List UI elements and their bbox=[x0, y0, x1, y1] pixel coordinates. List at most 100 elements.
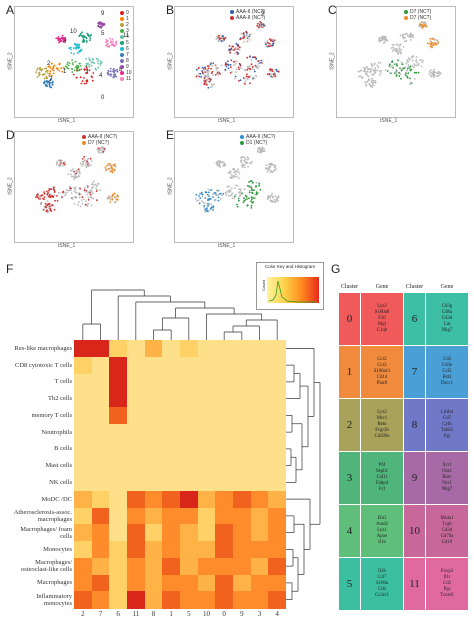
cell-point bbox=[256, 149, 259, 151]
cell-point bbox=[86, 68, 89, 71]
cell-point bbox=[230, 187, 233, 189]
cell-point bbox=[269, 39, 272, 42]
heatmap-cell bbox=[250, 340, 269, 358]
cell-point bbox=[408, 34, 411, 36]
heatmap-cell bbox=[144, 457, 163, 475]
cluster-number-label: 4 bbox=[99, 73, 103, 79]
cell-point bbox=[80, 199, 83, 201]
cell-point bbox=[248, 181, 250, 183]
cell-point bbox=[79, 76, 82, 79]
heatmap-cell bbox=[91, 591, 110, 609]
cell-point bbox=[262, 23, 265, 25]
legend-e-entry-2: D1 (NC?) bbox=[240, 140, 275, 146]
legend-a-entry: 2 bbox=[120, 22, 132, 28]
cell-point bbox=[235, 68, 238, 71]
cell-point bbox=[50, 188, 53, 190]
cell-point bbox=[114, 44, 116, 47]
cell-point bbox=[88, 190, 91, 192]
panel-label-b: B bbox=[166, 3, 175, 17]
heatmap-row-label: Res-like macrophages bbox=[14, 344, 72, 352]
cell-point bbox=[78, 196, 81, 199]
cell-point bbox=[53, 186, 55, 188]
cell-point bbox=[66, 67, 69, 70]
cell-point bbox=[210, 83, 213, 86]
cell-point bbox=[233, 195, 236, 198]
cluster-number: 5 bbox=[338, 556, 361, 611]
cell-point bbox=[395, 63, 398, 66]
cell-point bbox=[85, 190, 87, 193]
cell-point bbox=[208, 191, 210, 194]
cluster-gene-table: Cluster Gene Cluster Gene 0 Lyz2 S100a8 F… bbox=[338, 282, 469, 611]
cell-point bbox=[370, 63, 373, 66]
cell-point bbox=[255, 75, 258, 78]
cell-point bbox=[411, 65, 414, 67]
heatmap-cell bbox=[180, 490, 199, 508]
cell-point bbox=[272, 75, 274, 78]
cell-point bbox=[234, 187, 236, 190]
cluster-number: 6 bbox=[403, 291, 426, 346]
cell-point bbox=[405, 32, 408, 35]
panel-label-e: E bbox=[166, 128, 175, 142]
cell-point bbox=[106, 42, 109, 45]
cell-point bbox=[371, 84, 374, 87]
heatmap-cell bbox=[109, 524, 128, 542]
cell-point bbox=[407, 64, 410, 66]
cell-point bbox=[111, 193, 114, 196]
cell-point bbox=[415, 56, 418, 58]
heatmap-cell bbox=[197, 574, 216, 592]
heatmap-cell bbox=[144, 490, 163, 508]
cell-point bbox=[220, 40, 223, 42]
cluster-number-label: 9 bbox=[261, 11, 265, 17]
cell-point bbox=[37, 197, 40, 199]
cell-point bbox=[52, 72, 55, 75]
cell-point bbox=[88, 65, 91, 68]
cell-point bbox=[374, 69, 377, 72]
cell-point bbox=[429, 40, 432, 42]
heatmap-cell bbox=[109, 423, 128, 441]
cell-point bbox=[217, 189, 220, 192]
cell-point bbox=[250, 204, 253, 207]
cluster-number: 4 bbox=[338, 503, 361, 558]
cell-point bbox=[258, 183, 261, 185]
cell-point bbox=[208, 75, 210, 78]
cell-point bbox=[195, 75, 198, 78]
cell-point bbox=[217, 199, 220, 202]
legend-a-entry: 1 bbox=[120, 16, 132, 22]
heatmap-cell bbox=[250, 507, 269, 525]
cell-point bbox=[53, 189, 56, 192]
cell-point bbox=[241, 166, 244, 168]
cell-point bbox=[378, 40, 381, 43]
cell-point bbox=[59, 164, 62, 167]
cell-point bbox=[211, 70, 214, 73]
cell-point bbox=[116, 198, 118, 201]
cell-point bbox=[411, 59, 414, 62]
heatmap-cell bbox=[109, 591, 128, 609]
cell-point bbox=[222, 165, 225, 167]
cluster-number-label: 8 bbox=[119, 67, 123, 73]
heatmap-cell bbox=[91, 490, 110, 508]
cell-point bbox=[433, 73, 436, 76]
cell-point bbox=[241, 156, 244, 158]
heatmap-cell bbox=[180, 591, 199, 609]
heatmap-cell bbox=[162, 574, 181, 592]
cell-point bbox=[85, 58, 87, 60]
heatmap-cell bbox=[144, 474, 163, 492]
cell-point bbox=[250, 187, 253, 190]
cell-point bbox=[258, 151, 261, 154]
heatmap-cell bbox=[91, 390, 110, 408]
cell-point bbox=[416, 61, 418, 64]
cell-point bbox=[223, 162, 225, 164]
axis-title-e-x: tSNE_1 bbox=[218, 243, 236, 249]
cell-point bbox=[206, 84, 208, 86]
cell-point bbox=[79, 62, 81, 65]
cluster-number-label: 9 bbox=[101, 11, 105, 17]
cell-point bbox=[114, 74, 116, 77]
heatmap-cell bbox=[233, 490, 252, 508]
cell-point bbox=[413, 66, 415, 68]
cell-point bbox=[115, 195, 118, 198]
cell-point bbox=[219, 161, 222, 164]
cell-point bbox=[246, 204, 249, 207]
heatmap-cell bbox=[215, 490, 234, 508]
cell-point bbox=[198, 75, 200, 78]
cell-point bbox=[432, 76, 435, 79]
